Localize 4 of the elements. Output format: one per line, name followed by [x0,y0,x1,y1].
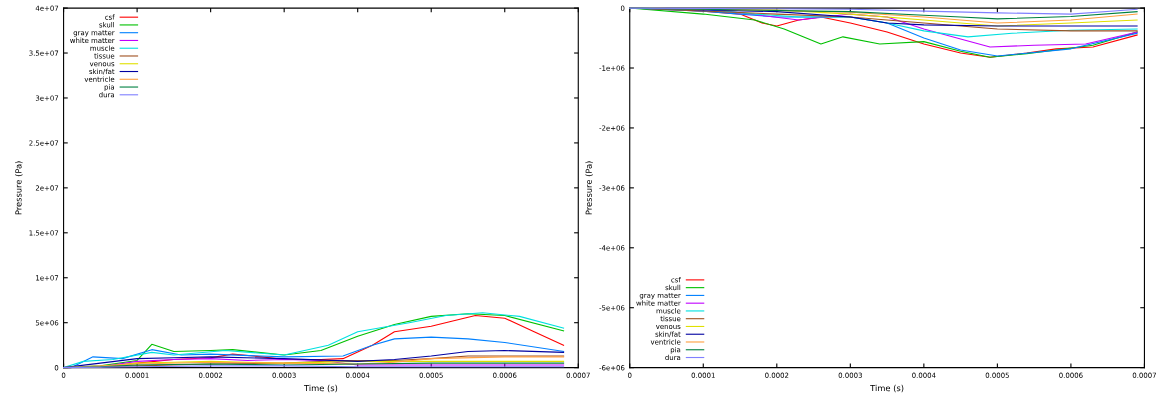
x-axis-title: Time (s) [870,384,904,393]
y-axis-title: Pressure (Pa) [585,161,593,215]
y-axis-title: Pressure (Pa) [15,161,23,215]
x-axis-title: Time (s) [303,384,338,393]
